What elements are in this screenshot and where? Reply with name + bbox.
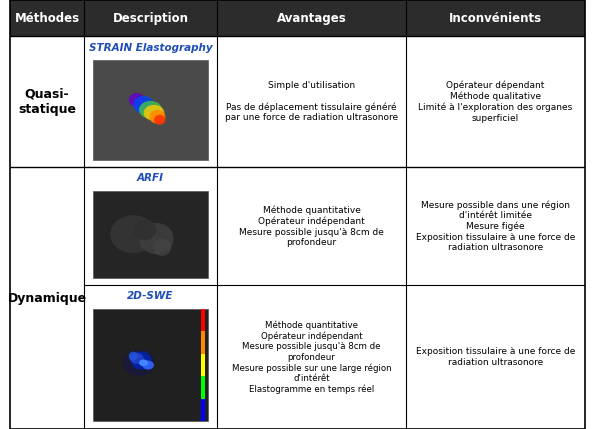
- Text: Simple d'utilisation

Pas de déplacement tissulaire généré
par une force de radi: Simple d'utilisation Pas de déplacement …: [225, 82, 398, 122]
- Ellipse shape: [139, 360, 148, 366]
- Bar: [200, 309, 205, 331]
- Text: STRAIN Elastography: STRAIN Elastography: [89, 43, 212, 54]
- Ellipse shape: [131, 352, 152, 369]
- Text: Méthode quantitative
Opérateur indépendant
Mesure possible jusqu'à 8cm de
profon: Méthode quantitative Opérateur indépenda…: [239, 205, 384, 247]
- Text: Mesure possible dans une région
d'intérêt limitée
Mesure figée
Exposition tissul: Mesure possible dans une région d'intérê…: [416, 200, 575, 252]
- Text: Dynamique: Dynamique: [8, 292, 87, 305]
- Ellipse shape: [149, 110, 165, 124]
- Ellipse shape: [133, 96, 154, 114]
- Bar: [200, 354, 205, 376]
- Ellipse shape: [123, 349, 155, 376]
- Bar: [9, 0, 585, 36]
- Bar: [93, 309, 208, 421]
- Ellipse shape: [153, 239, 171, 256]
- Text: Avantages: Avantages: [276, 12, 346, 25]
- Text: 2D-SWE: 2D-SWE: [127, 291, 174, 301]
- Ellipse shape: [130, 353, 144, 364]
- Ellipse shape: [142, 361, 154, 369]
- Ellipse shape: [154, 115, 165, 125]
- Bar: [200, 376, 205, 399]
- Ellipse shape: [139, 223, 174, 254]
- Bar: [93, 191, 208, 278]
- Bar: [93, 60, 208, 160]
- Ellipse shape: [133, 220, 157, 240]
- Ellipse shape: [110, 215, 157, 253]
- Ellipse shape: [129, 93, 145, 107]
- Ellipse shape: [129, 352, 138, 361]
- Text: Méthodes: Méthodes: [14, 12, 79, 25]
- Text: Quasi-
statique: Quasi- statique: [18, 88, 76, 116]
- Bar: [200, 331, 205, 354]
- Bar: [200, 399, 205, 421]
- Text: Méthode quantitative
Opérateur indépendant
Mesure possible jusqu'à 8cm de
profon: Méthode quantitative Opérateur indépenda…: [232, 320, 391, 394]
- Text: ARFI: ARFI: [137, 173, 164, 183]
- Ellipse shape: [144, 105, 164, 121]
- Text: Inconvénients: Inconvénients: [449, 12, 542, 25]
- Text: Opérateur dépendant
Méthode qualitative
Limité à l'exploration des organes
super: Opérateur dépendant Méthode qualitative …: [418, 81, 573, 123]
- Text: Description: Description: [113, 12, 189, 25]
- Ellipse shape: [139, 101, 162, 119]
- Text: Exposition tissulaire à une force de
radiation ultrasonore: Exposition tissulaire à une force de rad…: [416, 347, 575, 367]
